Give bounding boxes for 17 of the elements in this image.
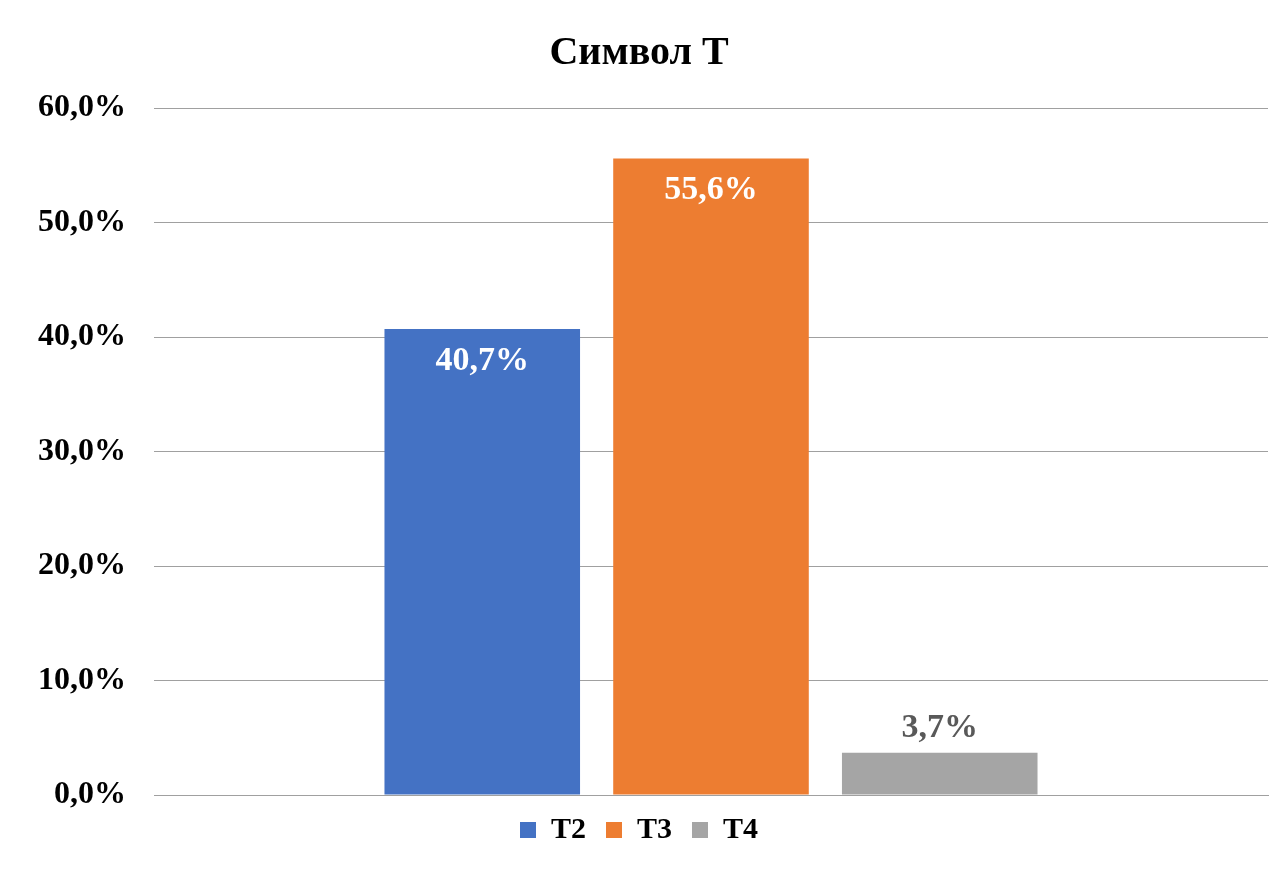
legend-label: Т2 (550, 810, 586, 844)
bar (841, 752, 1038, 795)
y-tick-label: 60,0% (38, 87, 126, 124)
data-label: 3,7% (901, 707, 978, 745)
chart-title: Символ Т (549, 28, 729, 74)
bar (384, 328, 581, 795)
y-tick-label: 20,0% (38, 545, 126, 582)
bar (613, 158, 809, 795)
y-tick-label: 40,0% (38, 316, 126, 353)
y-tick-label: 0,0% (54, 774, 126, 811)
legend-label: Т4 (723, 810, 759, 844)
y-tick-label: 30,0% (38, 430, 126, 467)
y-tick-label: 50,0% (38, 201, 126, 238)
y-tick-label: 10,0% (38, 659, 126, 696)
data-label: 55,6% (664, 169, 758, 207)
data-label: 40,7% (435, 339, 530, 377)
legend-label: Т3 (637, 810, 673, 844)
